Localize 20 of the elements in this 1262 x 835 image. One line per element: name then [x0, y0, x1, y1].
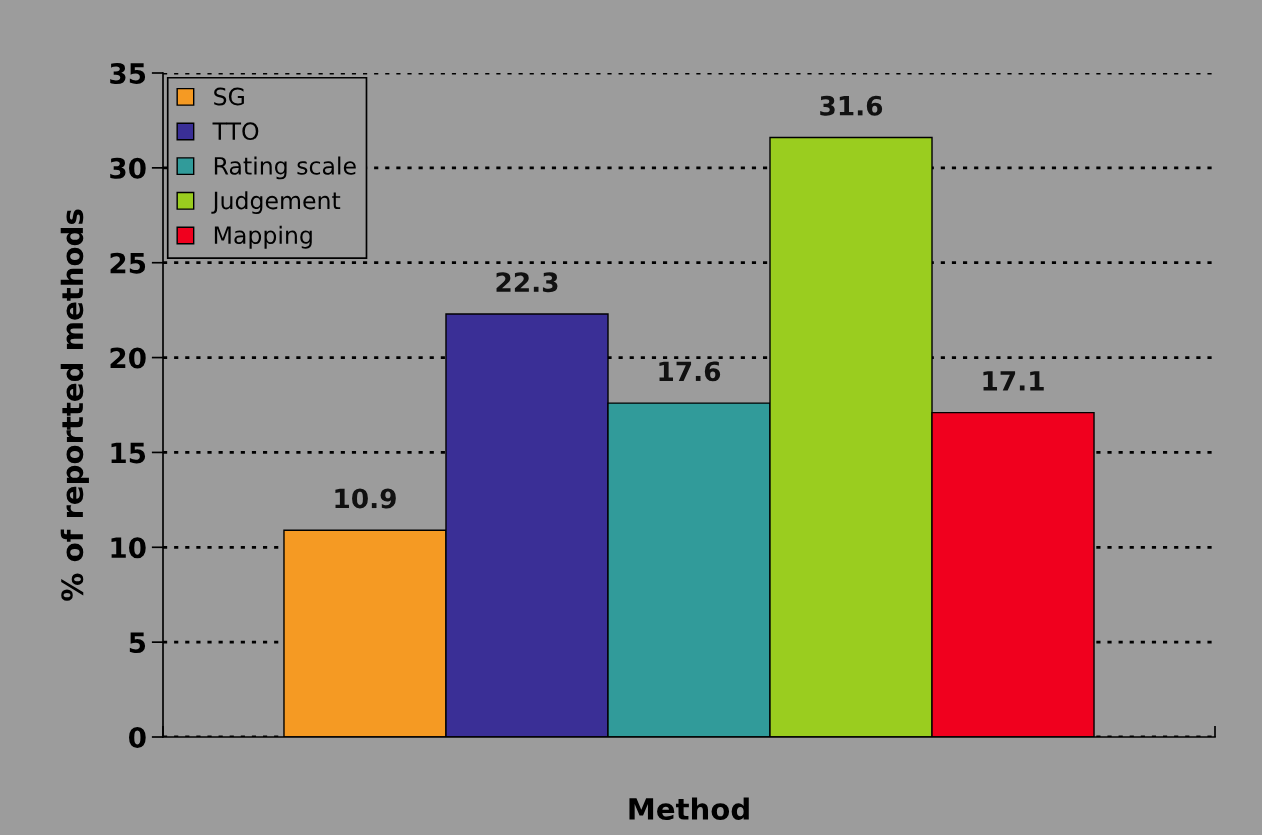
legend-label: Judgement [211, 191, 341, 214]
y-tick-label: 15 [111, 442, 146, 464]
legend-label: Rating scale [214, 156, 356, 180]
legend-label: Mapping [214, 225, 312, 249]
data-label: 17.1 [983, 371, 1044, 391]
y-tick-label: 25 [110, 252, 146, 274]
data-label: 22.3 [496, 272, 558, 293]
y-tick-label: 10 [111, 537, 146, 559]
data-label: 10.9 [335, 488, 396, 509]
y-tick-label: 20 [110, 347, 146, 369]
x-axis-title: Method [629, 797, 749, 820]
data-label: 17.6 [659, 361, 721, 382]
y-tick-label: 30 [110, 157, 146, 179]
y-tick-label: 35 [110, 62, 146, 84]
legend-label: SG [214, 87, 244, 106]
data-label: 31.6 [820, 95, 883, 116]
y-tick-label: 0 [129, 726, 146, 748]
y-axis-title: % of reportted methods [60, 209, 89, 601]
y-tick-label: 5 [129, 632, 146, 654]
legend-label: TTO [212, 122, 259, 141]
